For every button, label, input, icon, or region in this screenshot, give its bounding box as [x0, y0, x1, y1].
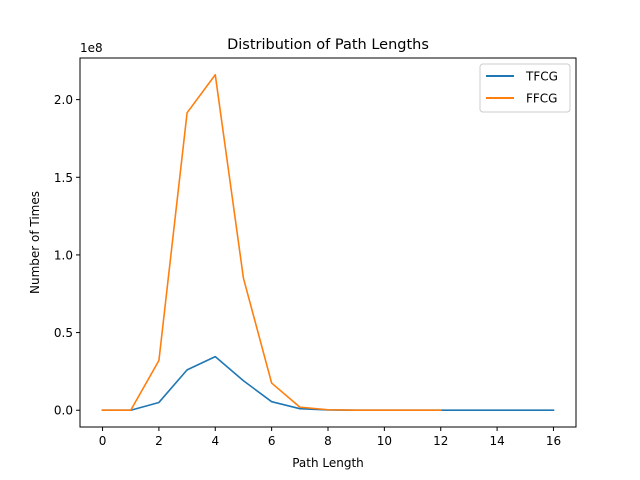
x-tick-label: 8 — [324, 434, 332, 448]
legend-label-tfcg: TFCG — [525, 70, 558, 84]
y-tick-label: 1.5 — [54, 171, 73, 185]
x-tick-label: 14 — [489, 434, 504, 448]
y-tick-label: 2.0 — [54, 93, 73, 107]
y-axis-offset-label: 1e8 — [80, 41, 103, 55]
x-axis-ticks: 0 2 4 6 8 10 12 14 16 — [99, 427, 561, 448]
x-tick-label: 10 — [377, 434, 392, 448]
legend-label-ffcg: FFCG — [526, 92, 557, 106]
x-tick-label: 2 — [155, 434, 163, 448]
chart-title: Distribution of Path Lengths — [227, 37, 429, 53]
x-tick-label: 4 — [211, 434, 219, 448]
x-tick-label: 0 — [99, 434, 107, 448]
plot-area — [101, 73, 555, 412]
series-line-ffcg — [101, 73, 442, 412]
x-tick-label: 12 — [433, 434, 448, 448]
y-tick-label: 0.5 — [54, 326, 73, 340]
x-axis-label: Path Length — [292, 456, 364, 470]
y-tick-label: 0.0 — [54, 404, 73, 418]
legend: TFCG FFCG — [479, 63, 571, 113]
y-tick-label: 1.0 — [54, 248, 73, 262]
x-tick-label: 6 — [268, 434, 276, 448]
y-axis-ticks: 0.0 0.5 1.0 1.5 2.0 — [54, 93, 80, 418]
x-tick-label: 16 — [546, 434, 561, 448]
y-axis-label: Number of Times — [28, 191, 42, 294]
